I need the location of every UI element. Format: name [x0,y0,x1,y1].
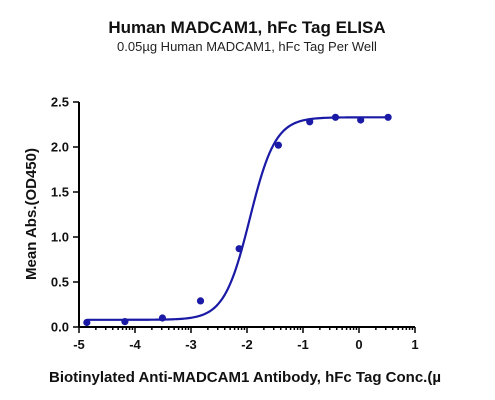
y-tick-label: 1.5 [51,185,69,200]
data-point [274,141,282,149]
y-tick-label: 0.0 [51,320,69,335]
chart-subtitle: 0.05µg Human MADCAM1, hFc Tag Per Well [117,39,377,54]
x-tick-label: 1 [411,337,418,352]
data-point [235,245,243,253]
x-tick-label: -3 [185,337,197,352]
chart-title: Human MADCAM1, hFc Tag ELISA [108,18,385,37]
x-tick-label: -1 [297,337,309,352]
y-tick-label: 1.0 [51,230,69,245]
data-point [121,318,129,326]
data-point [306,118,314,126]
x-ticks: -5 -4 -3 -2 -1 0 1 [73,327,419,352]
x-axis-label: Biotinylated Anti-MADCAM1 Antibody, hFc … [49,369,441,386]
y-tick-label: 2.5 [51,95,69,110]
data-point [357,116,365,124]
data-point [83,318,91,327]
data-point [331,113,340,121]
x-tick-label: 0 [355,337,362,352]
x-tick-label: -2 [241,337,253,352]
data-point [196,297,205,305]
data-points [83,113,392,327]
y-tick-label: 2.0 [51,140,69,155]
x-tick-label: -5 [73,337,85,352]
fit-curve [86,116,389,321]
y-axis-label: Mean Abs.(OD450) [23,148,40,280]
x-tick-label: -4 [129,337,141,352]
data-point [158,314,167,322]
data-point [384,113,392,121]
y-ticks: 0.0 0.5 1.0 1.5 2.0 2.5 [51,95,79,335]
y-tick-label: 0.5 [51,275,69,290]
